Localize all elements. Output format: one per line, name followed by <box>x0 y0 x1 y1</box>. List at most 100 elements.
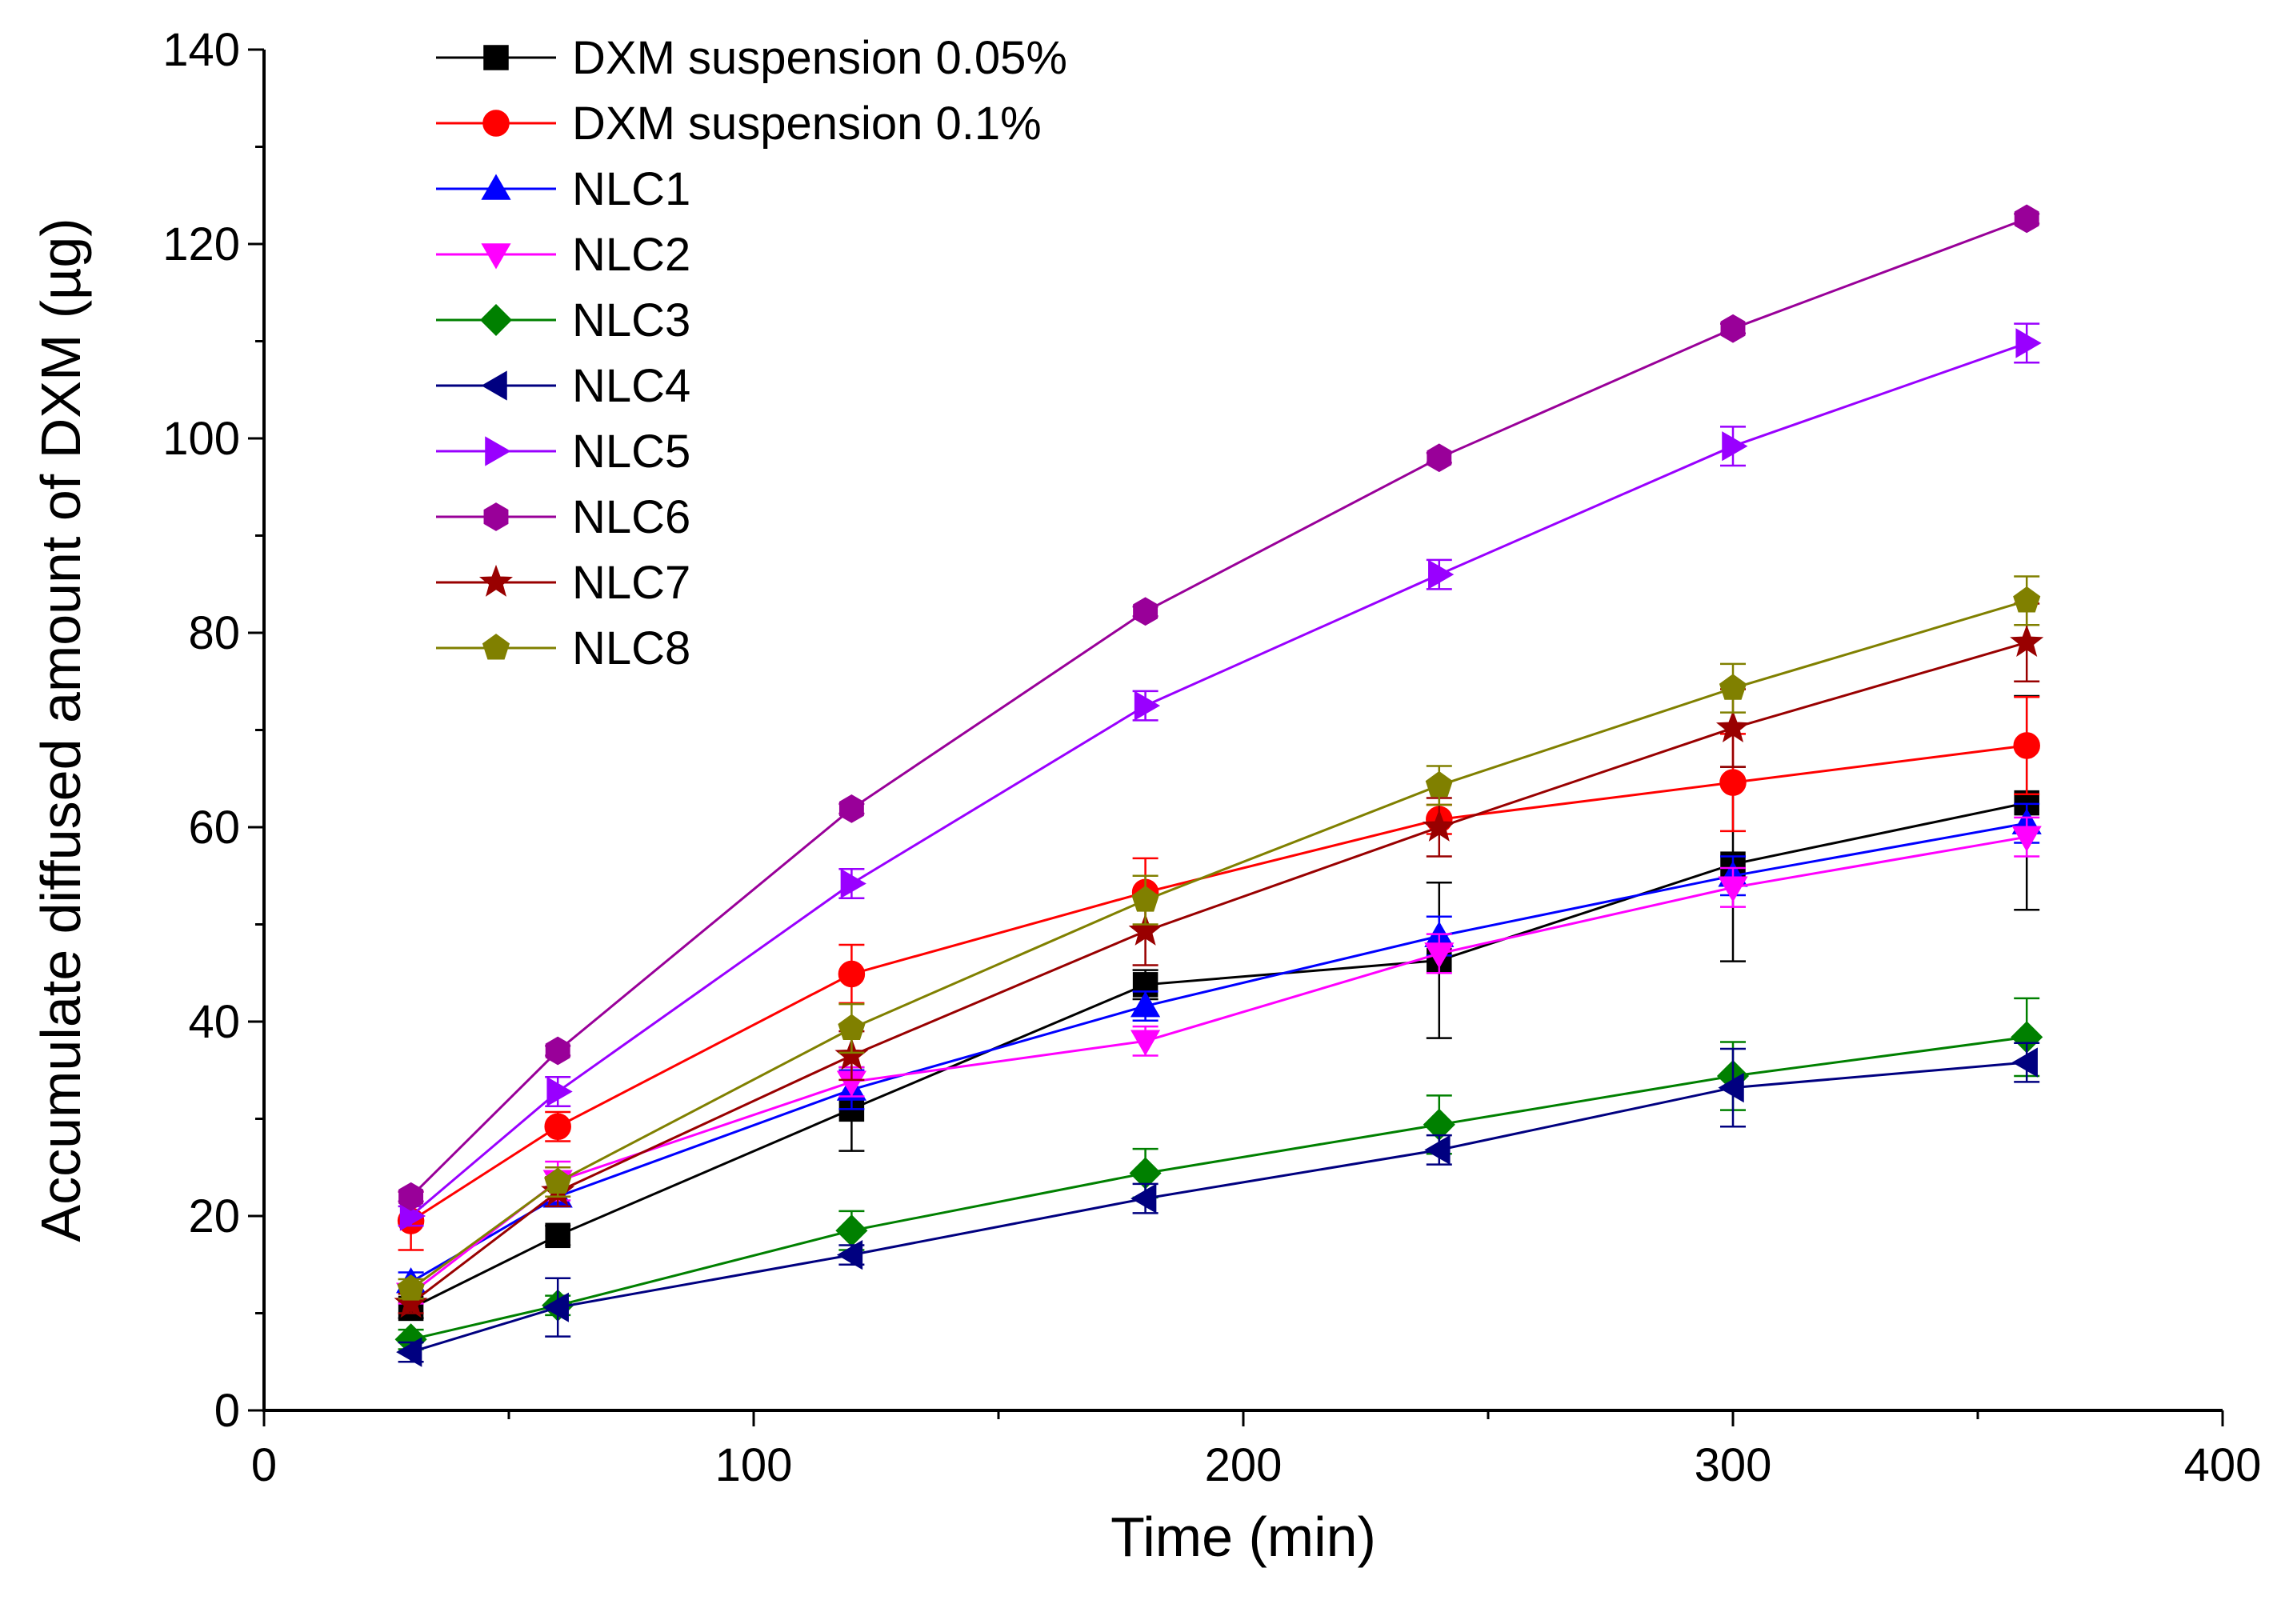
series-line <box>410 822 2027 1283</box>
data-point <box>546 1076 573 1107</box>
legend-item: NLC6 <box>436 491 690 543</box>
data-point <box>2010 624 2044 658</box>
y-tick-label: 120 <box>162 218 240 270</box>
series-1 <box>398 694 2040 1322</box>
series-2 <box>397 695 2040 1251</box>
x-tick-label: 300 <box>1695 1439 1772 1491</box>
legend-marker <box>481 243 511 270</box>
series-4 <box>396 816 2042 1309</box>
legend-label: NLC5 <box>572 426 690 478</box>
data-point <box>838 1014 866 1041</box>
legend: DXM suspension 0.05% DXM suspension 0.1% N… <box>436 32 1067 674</box>
legend-label: NLC6 <box>572 491 690 543</box>
legend-item: NLC2 <box>436 229 690 281</box>
data-point <box>545 1222 570 1249</box>
data-point <box>1715 710 1751 743</box>
data-point <box>1131 886 1159 912</box>
series-9 <box>394 602 2044 1318</box>
legend-item: NLC1 <box>436 163 690 215</box>
data-point <box>2011 1047 2038 1078</box>
data-point <box>545 1036 570 1066</box>
data-point <box>1424 1134 1451 1165</box>
data-point <box>1719 769 1747 796</box>
data-point <box>1718 876 1748 902</box>
x-tick-label: 400 <box>2184 1439 2262 1491</box>
data-point <box>396 1337 422 1367</box>
legend-marker <box>481 174 511 200</box>
legend-marker <box>485 436 511 466</box>
data-point <box>2014 204 2039 234</box>
x-axis-title: Time (min) <box>1110 1506 1376 1568</box>
legend-item: NLC8 <box>436 622 690 674</box>
data-point <box>398 1182 424 1211</box>
legend-marker <box>479 303 513 337</box>
x-tick-label: 200 <box>1205 1439 1283 1491</box>
data-point <box>1133 597 1159 626</box>
data-point <box>1718 1073 1744 1103</box>
data-point <box>1130 1183 1157 1214</box>
data-point <box>836 1240 863 1270</box>
y-tick-label: 100 <box>162 413 240 465</box>
y-tick-label: 0 <box>214 1385 240 1437</box>
data-point <box>2011 826 2042 852</box>
series-8 <box>398 204 2040 1211</box>
data-point <box>544 1167 572 1194</box>
legend-marker <box>481 370 507 401</box>
data-point <box>840 868 866 899</box>
legend-label: DXM suspension 0.05% <box>572 32 1067 84</box>
series-7 <box>398 322 2042 1231</box>
data-point <box>834 1038 869 1070</box>
data-point <box>1128 913 1163 946</box>
y-tick-label: 80 <box>188 607 240 659</box>
y-tick-label: 40 <box>188 996 240 1048</box>
legend-label: NLC4 <box>572 360 690 412</box>
x-tick-label: 100 <box>715 1439 793 1491</box>
data-point <box>397 1274 425 1301</box>
legend-item: NLC7 <box>436 557 690 609</box>
y-tick-label: 140 <box>162 24 240 76</box>
data-point <box>1130 991 1161 1018</box>
legend-marker <box>483 502 509 531</box>
series-10 <box>397 575 2041 1301</box>
y-axis-title: Accumulate diffused amount of DXM (µg) <box>30 218 92 1242</box>
data-point <box>2013 732 2040 759</box>
series-layer <box>394 204 2044 1367</box>
legend-label: NLC3 <box>572 294 690 346</box>
legend-label: NLC8 <box>572 622 690 674</box>
data-point <box>1427 443 1452 473</box>
legend-marker <box>483 45 509 70</box>
legend-marker <box>482 110 510 137</box>
data-point <box>1424 942 1455 969</box>
data-point <box>1422 809 1456 842</box>
data-point <box>838 794 864 823</box>
legend-item: NLC3 <box>436 294 690 346</box>
legend-item: NLC5 <box>436 426 690 478</box>
legend-marker <box>478 564 514 597</box>
data-point <box>1720 314 1746 343</box>
data-point <box>1428 559 1455 590</box>
y-tick-label: 20 <box>188 1190 240 1242</box>
legend-label: DXM suspension 0.1% <box>572 98 1042 150</box>
legend-label: NLC1 <box>572 163 690 215</box>
data-point <box>1130 1030 1161 1056</box>
data-point <box>542 1292 569 1322</box>
legend-label: NLC7 <box>572 557 690 609</box>
data-point <box>1722 431 1748 462</box>
axes: 0 100 200 300 400 0 20 40 60 80 100 120 140 <box>162 24 2261 1491</box>
data-point <box>544 1113 571 1140</box>
series-6 <box>396 1042 2040 1367</box>
y-tick-label: 60 <box>188 802 240 854</box>
data-point <box>1719 674 1747 700</box>
legend-item: NLC4 <box>436 360 690 412</box>
series-5 <box>394 997 2043 1356</box>
legend-item: DXM suspension 0.05% <box>436 32 1067 84</box>
data-point <box>2013 586 2041 613</box>
data-point <box>838 960 866 988</box>
legend-label: NLC2 <box>572 229 690 281</box>
data-point <box>1134 690 1161 721</box>
legend-marker <box>482 634 510 660</box>
data-point <box>2015 328 2042 358</box>
legend-item: DXM suspension 0.1% <box>436 98 1042 150</box>
series-line <box>410 1061 2027 1354</box>
